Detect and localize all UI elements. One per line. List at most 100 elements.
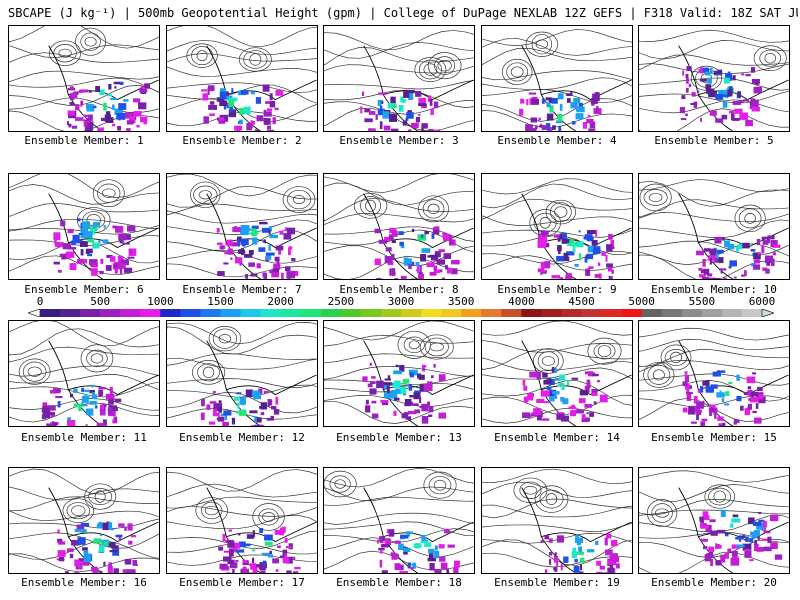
cape-shading (393, 380, 401, 389)
cape-shading (234, 125, 243, 131)
cape-shading (527, 392, 534, 401)
height-contour-ring (433, 479, 447, 491)
cape-shading (416, 265, 420, 274)
cape-shading (114, 261, 122, 265)
cape-shading (98, 545, 105, 553)
cape-shading (96, 423, 105, 426)
cape-shading (99, 270, 104, 275)
cape-shading (766, 261, 771, 266)
cape-shading (226, 572, 231, 573)
cape-shading (544, 261, 551, 269)
cape-shading (556, 413, 565, 420)
cape-shading (594, 274, 601, 278)
map-canvas (324, 30, 474, 131)
cape-shading (709, 67, 713, 75)
height-contour-line (639, 54, 789, 71)
height-contour-ring (97, 183, 121, 203)
cape-shading (399, 564, 404, 571)
cape-shading (369, 381, 376, 384)
cape-shading (578, 230, 581, 233)
cape-shading (107, 565, 113, 573)
cape-shading (585, 386, 590, 394)
height-contour-line (639, 179, 789, 192)
cape-shading (105, 117, 114, 123)
cape-shading (380, 544, 390, 548)
cape-shading (699, 274, 706, 278)
cape-shading (605, 549, 613, 556)
cape-shading (753, 521, 762, 526)
height-contour-ring (539, 216, 551, 229)
cape-shading (369, 362, 372, 366)
cape-shading (139, 88, 148, 93)
cape-shading (586, 412, 589, 415)
cape-shading (108, 522, 113, 529)
cape-shading (284, 553, 287, 559)
cape-shading (704, 71, 710, 76)
height-contour-line (167, 322, 317, 345)
cape-shading (77, 258, 84, 264)
cape-shading (68, 123, 72, 128)
cape-shading (119, 81, 124, 85)
cape-shading (128, 540, 133, 545)
cape-shading (767, 536, 772, 543)
cape-shading (223, 262, 229, 265)
cape-shading (754, 417, 762, 424)
height-contour-ring (403, 336, 425, 354)
cape-shading (438, 249, 445, 253)
cape-shading (53, 261, 60, 265)
map-canvas (167, 26, 317, 131)
cape-shading (278, 247, 282, 255)
cape-shading (237, 239, 240, 247)
height-contour-line (167, 505, 317, 517)
cape-shading (712, 278, 720, 279)
height-contour-line (639, 212, 789, 223)
cape-shading (271, 271, 279, 278)
cape-shading (553, 556, 559, 563)
cape-shading (274, 529, 283, 535)
cape-shading (264, 541, 273, 546)
cape-shading (525, 124, 533, 131)
cape-shading (220, 245, 225, 250)
cape-shading (604, 537, 608, 546)
cape-shading (579, 409, 583, 414)
cape-shading (399, 241, 404, 247)
colorbar-segment (501, 309, 522, 317)
cape-shading (702, 511, 709, 518)
cape-shading (81, 387, 85, 392)
cape-shading (406, 112, 414, 119)
cape-shading (268, 226, 272, 232)
cape-shading (422, 364, 426, 372)
cape-shading (116, 112, 126, 120)
cape-shading (761, 236, 770, 240)
ensemble-member-map (323, 173, 475, 280)
cape-shading (263, 111, 272, 117)
cape-shading (589, 121, 596, 129)
ensemble-member-label: Ensemble Member: 9 (497, 283, 617, 296)
height-contour-line (167, 378, 317, 389)
cape-shading (543, 379, 549, 385)
cape-shading (255, 564, 264, 568)
height-contour-ring (654, 508, 670, 518)
height-contour-ring (533, 212, 557, 233)
height-contour-ring (537, 351, 560, 371)
cape-shading (269, 399, 273, 406)
height-contour-line (324, 89, 474, 108)
cape-shading (222, 556, 232, 562)
cape-shading (262, 84, 270, 92)
colorbar-tick-label: 4500 (568, 295, 595, 308)
height-contour-ring (190, 181, 221, 209)
cape-shading (383, 382, 392, 386)
cape-shading (112, 123, 116, 127)
cape-shading (260, 411, 265, 416)
cape-shading (50, 414, 55, 417)
cape-shading (596, 571, 603, 573)
cape-shading (65, 251, 75, 258)
cape-shading (540, 230, 549, 236)
cape-shading (576, 241, 584, 248)
cape-shading (762, 520, 767, 528)
cape-shading (591, 392, 598, 396)
cape-shading (129, 115, 136, 124)
cape-shading (563, 252, 569, 261)
cape-shading (574, 537, 584, 543)
cape-shading (419, 396, 422, 404)
